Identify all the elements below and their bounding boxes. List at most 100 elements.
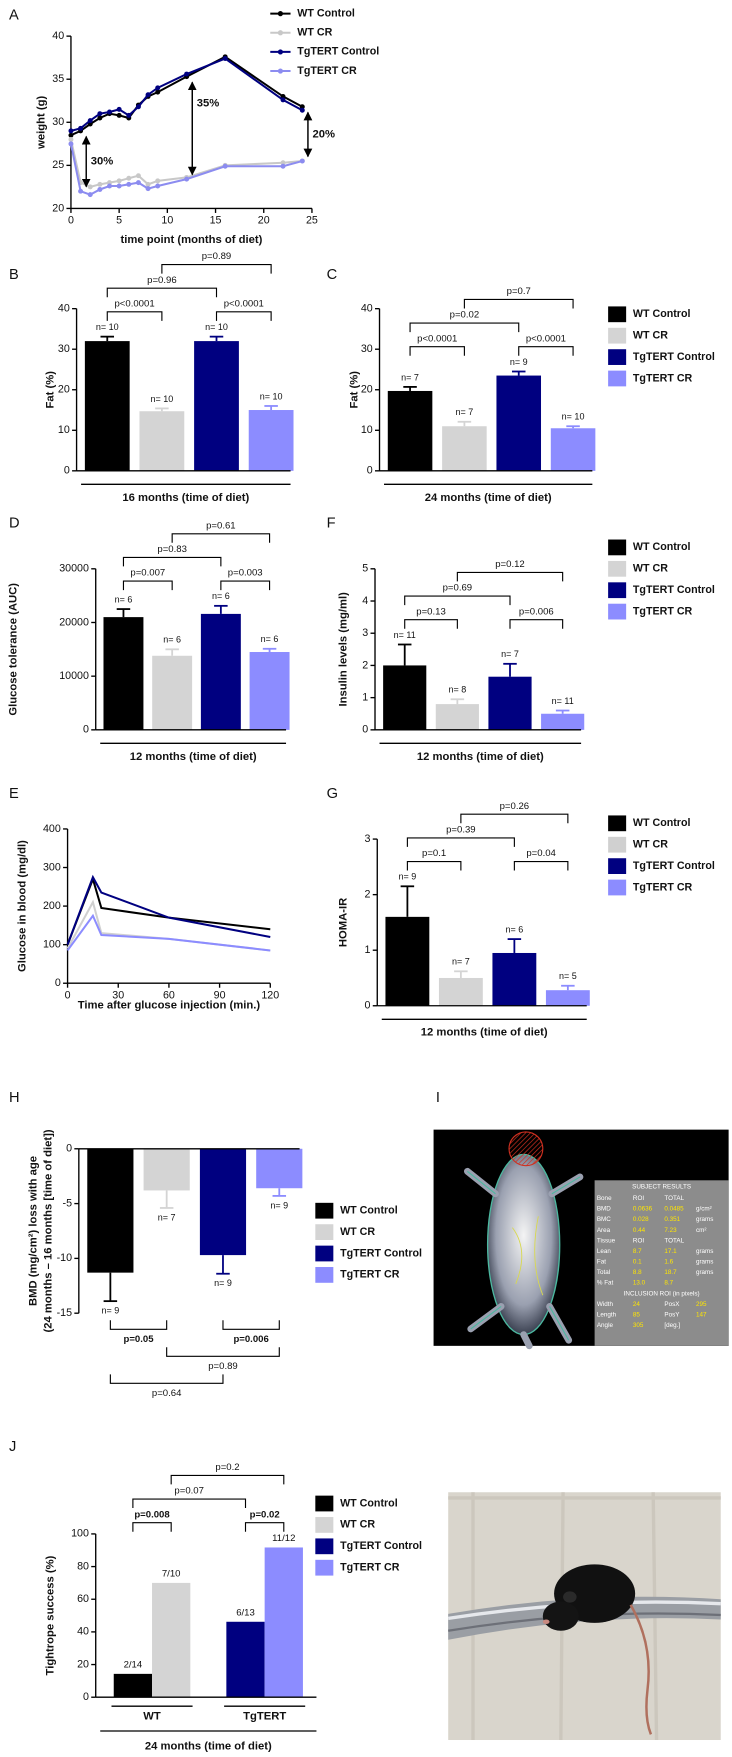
n-label: n= 7 xyxy=(401,372,419,382)
y-tick-label: 3 xyxy=(362,627,368,639)
series-marker xyxy=(78,188,84,194)
legend-label: WT Control xyxy=(297,7,355,19)
x-tick-label: 15 xyxy=(210,215,222,227)
x-axis-label: 12 months (time of diet) xyxy=(130,751,257,763)
n-label: n= 9 xyxy=(214,1278,232,1288)
table-cell: grams xyxy=(696,1269,714,1276)
legend-swatch xyxy=(608,815,627,832)
series-marker xyxy=(280,160,286,166)
panel-letter: B xyxy=(9,267,19,283)
y-tick-label: 100 xyxy=(43,938,61,950)
series-marker xyxy=(280,97,286,103)
n-label: n= 11 xyxy=(552,696,574,706)
legend-label: TgTERT Control xyxy=(633,584,715,596)
table-cell: 147 xyxy=(696,1311,707,1318)
x-tick-label: 0 xyxy=(65,989,71,1001)
bar xyxy=(256,1148,303,1189)
legend-label: WT CR xyxy=(297,27,332,39)
p-value-label: p<0.0001 xyxy=(417,333,457,344)
comparison-bracket xyxy=(518,346,574,356)
legend-label: TgTERT CR xyxy=(297,65,357,77)
annotation: 20% xyxy=(312,128,335,140)
legend-label: WT CR xyxy=(340,1226,375,1238)
series-line xyxy=(70,57,303,132)
p-value-label: p=0.008 xyxy=(134,1509,170,1520)
y-tick-label: 0 xyxy=(362,724,368,736)
series-marker xyxy=(68,128,74,134)
panel-letter: D xyxy=(9,516,20,532)
p-value-label: p=0.96 xyxy=(147,275,177,286)
n-label: n= 5 xyxy=(559,971,577,981)
y-tick-label: 35 xyxy=(52,73,64,85)
y-tick-label: 10000 xyxy=(59,670,89,682)
x-axis-label: 12 months (time of diet) xyxy=(417,751,544,763)
legend-label: TgTERT CR xyxy=(633,605,693,617)
series-marker xyxy=(280,93,286,99)
y-tick-label: 20 xyxy=(52,202,64,214)
series-marker xyxy=(126,112,132,118)
value-label: 2/14 xyxy=(124,1659,143,1670)
x-tick-label: 0 xyxy=(68,215,74,227)
y-tick-label: 0 xyxy=(55,977,61,989)
x-axis-label: Time after glucose injection (min.) xyxy=(78,1000,261,1012)
legend-swatch xyxy=(608,879,627,896)
y-tick-label: 30000 xyxy=(59,563,89,575)
n-label: n= 9 xyxy=(270,1200,288,1210)
n-label: n= 6 xyxy=(505,924,523,934)
y-tick-label: 40 xyxy=(58,302,70,314)
panel-letter: F xyxy=(327,516,336,532)
y-tick-label: 5 xyxy=(362,563,368,575)
legend-marker xyxy=(277,68,284,74)
bar xyxy=(248,410,294,471)
y-axis-label: HOMA-IR xyxy=(337,898,349,947)
group-label: TgTERT xyxy=(243,1710,286,1722)
series-marker xyxy=(184,176,190,182)
table-cell: Angle xyxy=(597,1322,614,1329)
series-marker xyxy=(299,107,305,113)
table-cell: BMD xyxy=(597,1206,611,1213)
legend-label: TgTERT Control xyxy=(340,1540,422,1552)
p-value-label: p=0.006 xyxy=(233,1334,268,1345)
x-axis-label: 12 months (time of diet) xyxy=(421,1027,548,1039)
series-marker xyxy=(299,104,305,110)
y-tick-label: 20 xyxy=(58,384,70,396)
p-value-label: p=0.89 xyxy=(208,1361,238,1372)
legend-label: WT Control xyxy=(633,817,691,829)
series-marker xyxy=(97,111,103,117)
x-tick-label: 90 xyxy=(214,989,226,1001)
comparison-bracket xyxy=(404,619,458,629)
value-label: 6/13 xyxy=(236,1607,255,1618)
bar xyxy=(492,952,537,1006)
legend-swatch xyxy=(315,1559,334,1576)
p-value-label: p=0.26 xyxy=(500,801,530,812)
comparison-bracket xyxy=(106,311,163,321)
table-cell: 17.1 xyxy=(664,1248,677,1255)
comparison-bracket xyxy=(166,1347,280,1357)
y-tick-label: 30 xyxy=(361,343,373,355)
series-marker xyxy=(107,180,112,186)
n-label: n= 10 xyxy=(150,394,173,404)
y-tick-label: 30 xyxy=(52,116,64,128)
bar xyxy=(143,1148,190,1191)
table-cell: 85 xyxy=(633,1311,641,1318)
panel-letter: A xyxy=(9,8,19,24)
y-tick-label: 40 xyxy=(361,302,373,314)
x-axis-label: 16 months (time of diet) xyxy=(122,492,249,504)
bar xyxy=(84,341,130,471)
legend-swatch xyxy=(315,1267,334,1283)
n-label: n= 7 xyxy=(456,407,474,417)
series-marker xyxy=(87,192,93,198)
n-label: n= 10 xyxy=(260,391,283,401)
comparison-bracket xyxy=(132,1498,247,1509)
legend-swatch xyxy=(608,560,627,577)
y-axis-label: Glucose tolerance (AUC) xyxy=(7,583,19,716)
y-axis-label: BMD (mg/cm²) loss with age xyxy=(28,1156,40,1306)
legend-marker xyxy=(277,49,284,55)
n-label: n= 9 xyxy=(398,872,416,882)
y-axis-label: weight (g) xyxy=(36,95,48,149)
p-value-label: p=0.64 xyxy=(152,1388,182,1399)
series-marker xyxy=(145,92,151,98)
series-marker xyxy=(299,158,305,164)
n-label: n= 6 xyxy=(163,635,181,645)
comparison-bracket xyxy=(170,1474,285,1485)
